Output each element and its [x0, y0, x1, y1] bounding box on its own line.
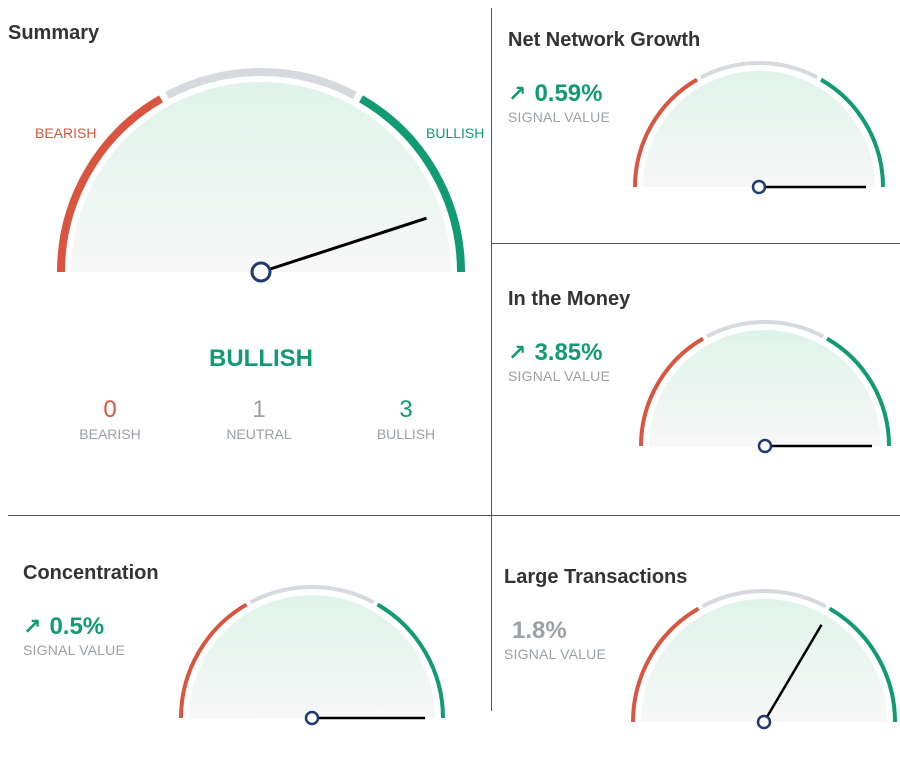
- gauge-needle: [260, 216, 427, 274]
- indicator-sub: SIGNAL VALUE: [504, 646, 606, 662]
- count-bullish-label: BULLISH: [376, 426, 436, 442]
- arrow-up-right-icon: ↗: [23, 614, 42, 639]
- indicator-value: ↗ 3.85%: [508, 339, 603, 367]
- gauge-fill: [189, 595, 435, 718]
- summary-count-bearish: 0 BEARISH: [60, 396, 160, 442]
- gauge-bullish-arc: [358, 95, 465, 273]
- gauge-bearish-arc: [631, 606, 700, 723]
- indicator-value-text: 3.85%: [534, 339, 603, 366]
- count-neutral-label: NEUTRAL: [226, 426, 292, 442]
- count-bearish-value: 0: [103, 396, 117, 423]
- gauge-bearish-arc: [639, 336, 705, 447]
- summary-count-neutral: 1 NEUTRAL: [209, 396, 309, 442]
- indicator-sub: SIGNAL VALUE: [508, 368, 610, 384]
- gauge-neutral-arc: [165, 68, 357, 99]
- gauge-hub: [304, 710, 320, 726]
- gauge-hub: [757, 438, 773, 454]
- summary-title: Summary: [8, 22, 100, 44]
- count-neutral-value: 1: [252, 396, 266, 423]
- arrow-up-right-icon: ↗: [508, 340, 527, 365]
- gauge-hub: [751, 179, 767, 195]
- gauge-bullish-arc: [828, 606, 897, 723]
- indicator-sub: SIGNAL VALUE: [508, 109, 610, 125]
- indicator-value: ↗ 0.59%: [508, 80, 603, 108]
- gauge-hub: [250, 261, 272, 283]
- gauge-bullish-arc: [819, 77, 885, 188]
- gauge-fill: [643, 71, 875, 187]
- gauge-bearish-arc: [179, 602, 248, 719]
- gauge-fill: [641, 599, 887, 722]
- count-bearish-label: BEARISH: [79, 426, 141, 442]
- indicator-sub: SIGNAL VALUE: [23, 642, 125, 658]
- indicator-title: Large Transactions: [504, 566, 688, 588]
- count-bullish-value: 3: [399, 396, 413, 423]
- indicator-value-text: 0.5%: [49, 613, 105, 640]
- gauge-bearish-arc: [633, 77, 699, 188]
- arrow-up-right-icon: ↗: [508, 81, 527, 106]
- indicator-title: Concentration: [23, 562, 159, 584]
- gauge-neutral-arc: [699, 61, 819, 80]
- indicator-value-text: 1.8%: [512, 617, 567, 644]
- gauge-fill: [649, 330, 881, 446]
- gauge-neutral-arc: [249, 585, 375, 605]
- summary-bearish-label: BEARISH: [35, 125, 97, 141]
- divider-vertical: [491, 8, 492, 711]
- indicator-value: ↗ 0.5%: [23, 613, 104, 641]
- summary-state: BULLISH: [209, 345, 313, 372]
- indicator-title: Net Network Growth: [508, 29, 701, 51]
- gauge-hub: [756, 714, 772, 730]
- indicator-value: 1.8%: [512, 617, 567, 645]
- indicator-value-text: 0.59%: [534, 80, 603, 107]
- summary-count-bullish: 3 BULLISH: [356, 396, 456, 442]
- indicator-title: In the Money: [508, 288, 631, 310]
- divider-lower: [8, 515, 900, 516]
- gauge-neutral-arc: [701, 589, 827, 609]
- gauge-bullish-arc: [825, 336, 891, 447]
- gauge-bearish-arc: [57, 95, 164, 273]
- gauge-bullish-arc: [376, 602, 445, 719]
- gauge-needle: [762, 624, 823, 723]
- summary-bullish-label: BULLISH: [426, 125, 485, 141]
- gauge-neutral-arc: [705, 320, 825, 339]
- gauge-fill: [71, 82, 451, 272]
- summary-gauge: [57, 68, 465, 283]
- divider-right-middle: [491, 243, 900, 244]
